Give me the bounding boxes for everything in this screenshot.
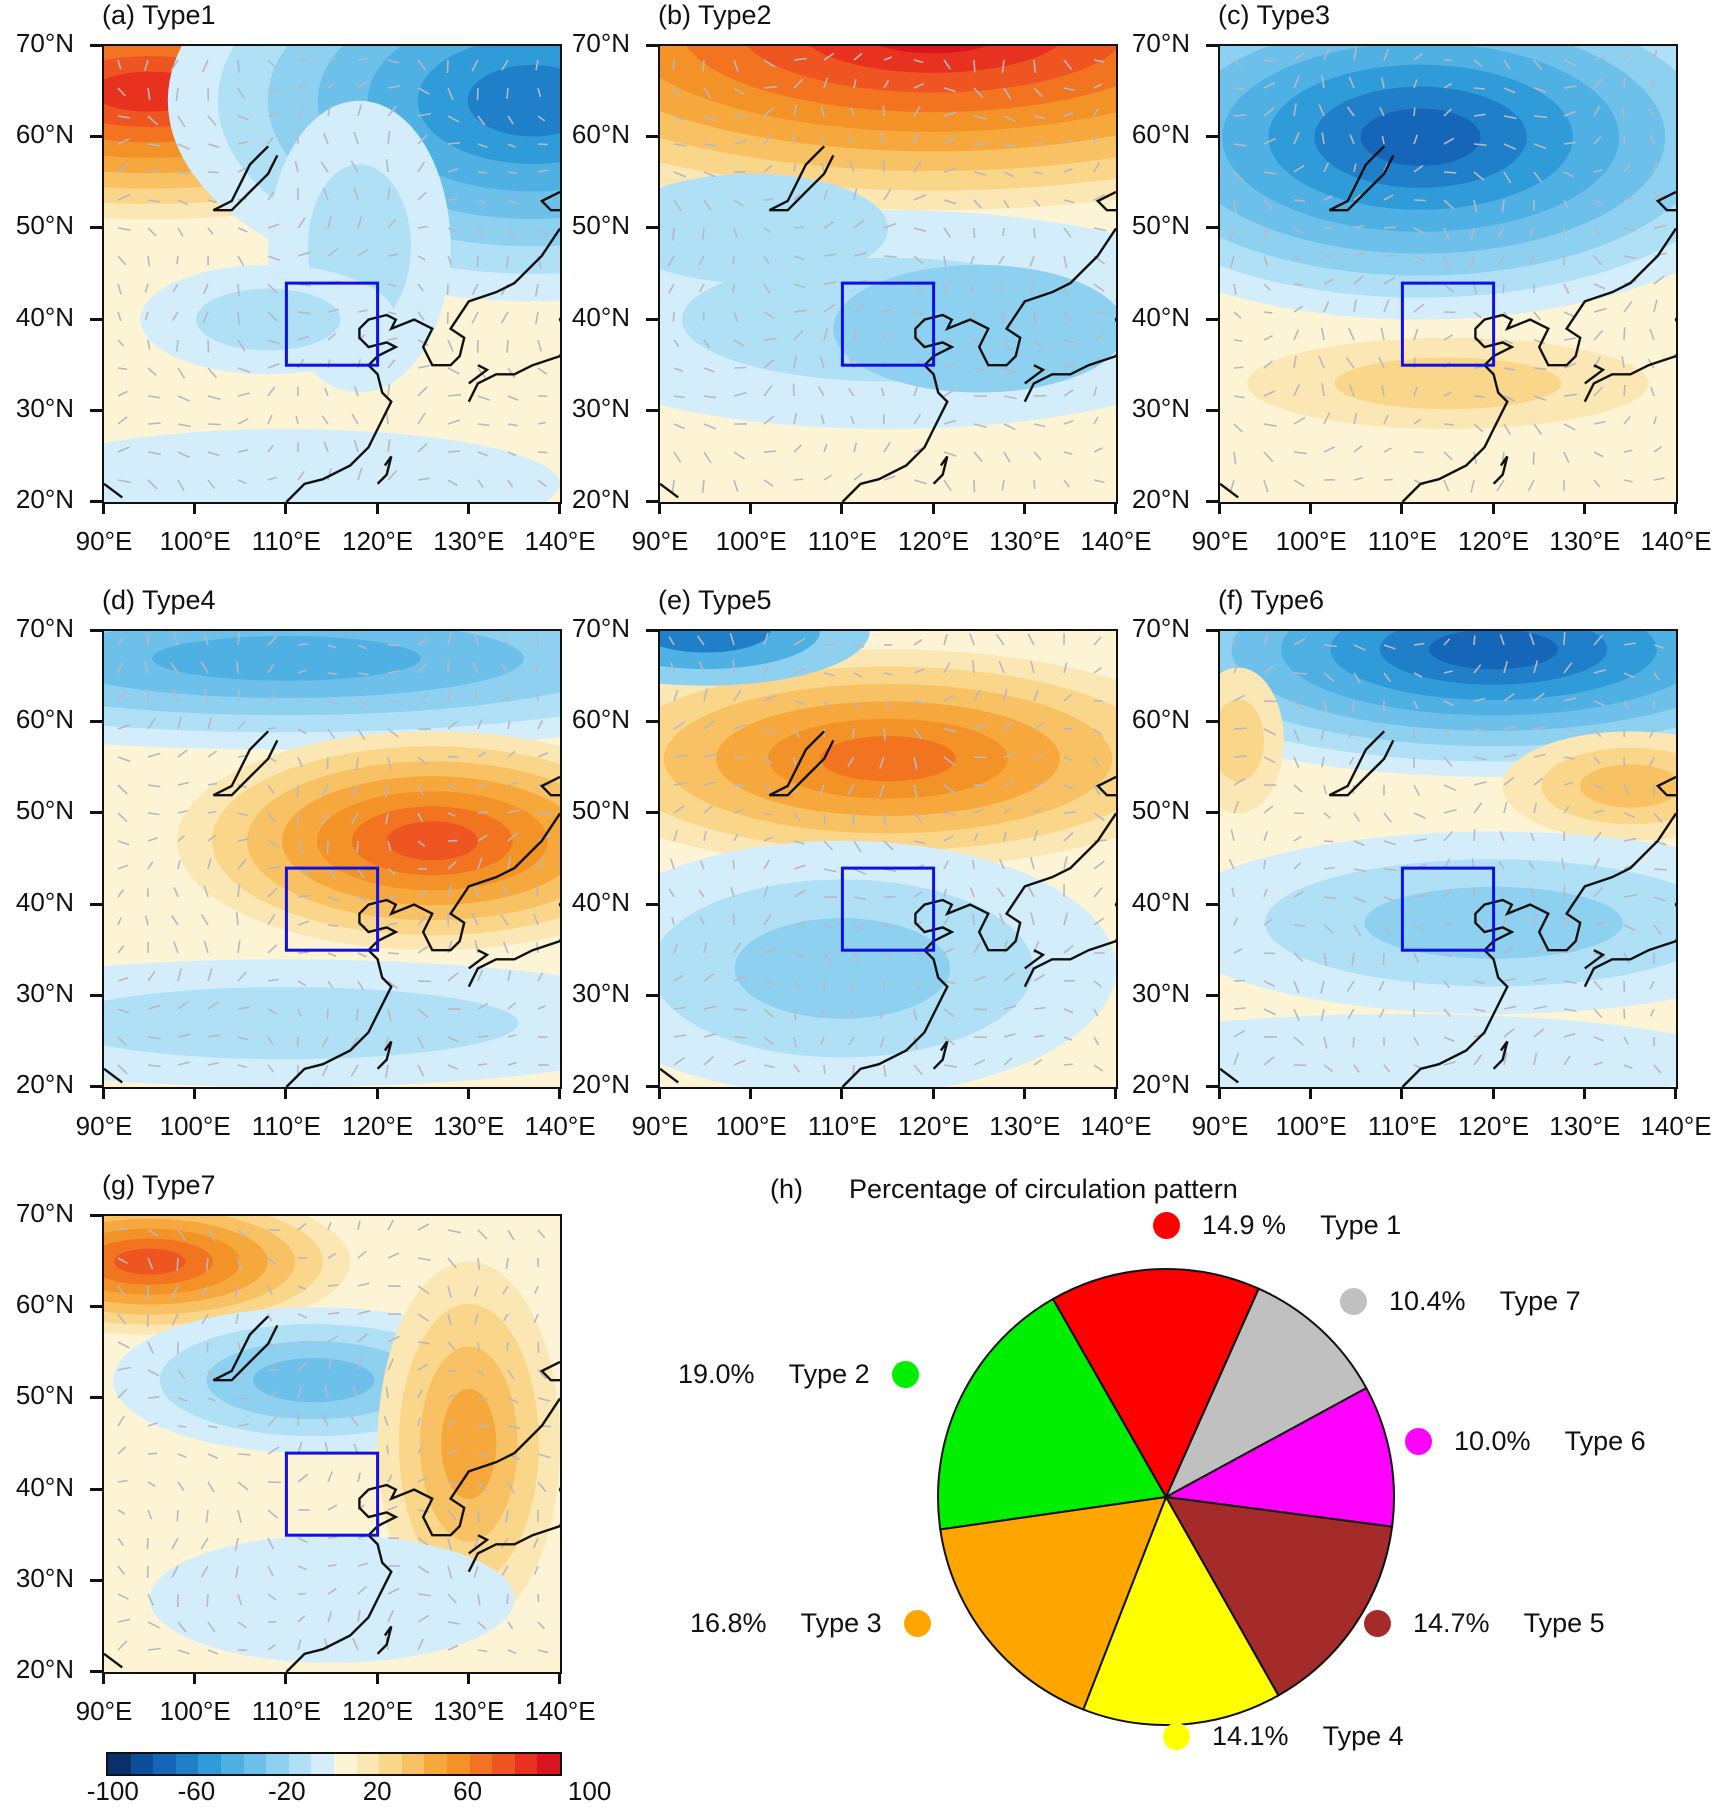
legend-percent: 10.4%	[1389, 1286, 1466, 1317]
legend-label: Type 6	[1565, 1426, 1646, 1457]
legend-percent: 10.0%	[1454, 1426, 1531, 1457]
legend-label: Type 4	[1323, 1721, 1404, 1752]
legend-dot-icon	[1405, 1428, 1432, 1455]
legend-label: Type 2	[789, 1359, 870, 1390]
legend-dot-icon	[1163, 1723, 1190, 1750]
legend-label: Type 7	[1500, 1286, 1581, 1317]
legend-item: 19.0% Type 2	[678, 1359, 919, 1390]
legend-item: 14.9 % Type 1	[1153, 1210, 1401, 1241]
legend-percent: 14.9 %	[1202, 1210, 1286, 1241]
legend-percent: 16.8%	[690, 1608, 767, 1639]
legend-item: 16.8% Type 3	[690, 1608, 931, 1639]
legend-item: 10.4% Type 7	[1340, 1286, 1581, 1317]
legend-item: 10.0% Type 6	[1405, 1426, 1646, 1457]
legend-item: 14.1% Type 4	[1163, 1721, 1404, 1752]
legend-dot-icon	[1340, 1288, 1367, 1315]
legend-percent: 14.7%	[1413, 1608, 1490, 1639]
legend-dot-icon	[1153, 1212, 1180, 1239]
legend-label: Type 5	[1524, 1608, 1605, 1639]
legend-item: 14.7% Type 5	[1364, 1608, 1605, 1639]
legend-dot-icon	[904, 1610, 931, 1637]
legend-dot-icon	[1364, 1610, 1391, 1637]
legend-percent: 19.0%	[678, 1359, 755, 1390]
legend-label: Type 3	[801, 1608, 882, 1639]
legend-percent: 14.1%	[1212, 1721, 1289, 1752]
legend-dot-icon	[892, 1361, 919, 1388]
legend-label: Type 1	[1320, 1210, 1401, 1241]
